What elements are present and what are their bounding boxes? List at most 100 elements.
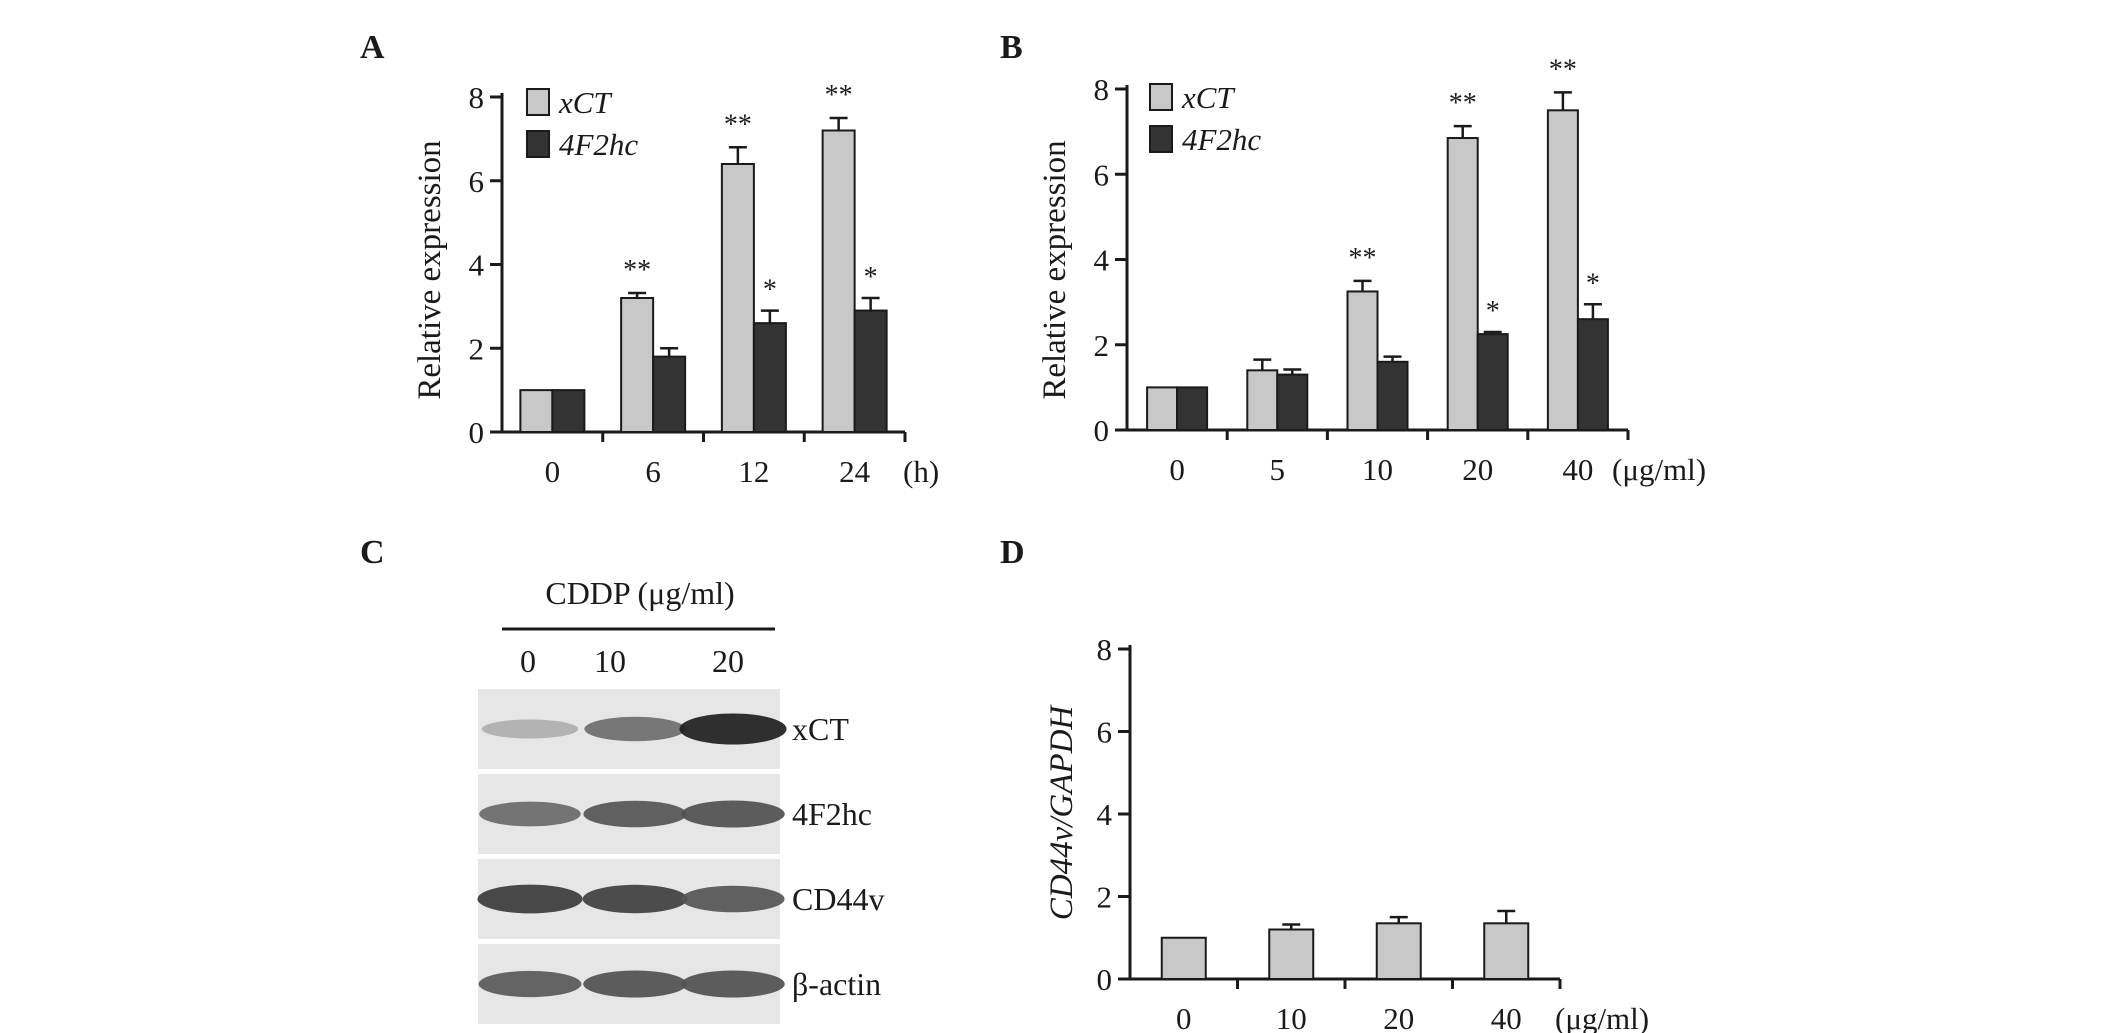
panel-b-y-tick-label: 2: [1094, 328, 1110, 363]
panel-b-y-tick-label: 4: [1094, 243, 1110, 278]
panel-a-significance-label: **: [724, 109, 752, 140]
panel-a-x-tick-label: 24: [839, 454, 871, 489]
blot-band-cd44v-lane-20: [681, 885, 785, 913]
panel-b-significance-label: *: [1486, 296, 1500, 327]
panel-d-bar-value-0: [1160, 936, 1207, 980]
panel-b-bar-xct-40: [1546, 109, 1579, 431]
blot-band-β-actin-lane-20: [681, 970, 785, 998]
blot-band-β-actin-lane-0: [478, 970, 582, 998]
panel-a-significance-label: *: [763, 275, 777, 306]
blot-row-label-β-actin: β-actin: [792, 966, 881, 1002]
blot-band-β-actin-lane-10: [583, 970, 687, 998]
panel-d-plot: 0 2 4 6 8 0 10 20 40 (μg/ml): [1097, 632, 1650, 1033]
panel-a-bar-xct-0: [519, 389, 554, 433]
panel-d-bar-value-20: [1375, 922, 1422, 980]
panel-a-bar-4f2hc-6: [652, 355, 687, 433]
blot-treatment-label: CDDP (μg/ml): [545, 575, 734, 611]
panel-b-legend-label-xct: xCT: [1181, 80, 1236, 115]
blot-band-xct-lane-20: [679, 713, 787, 745]
panel-d-x-tick-label: 20: [1383, 1001, 1414, 1033]
panel-b-x-tick-label: 10: [1362, 452, 1393, 487]
blot-lane-label-0: 0: [520, 643, 536, 679]
blot-row-label-4f2hc: 4F2hc: [792, 796, 872, 832]
panel-b-y-tick-label: 6: [1094, 157, 1110, 192]
panel-b-bar-4f2hc-0: [1176, 386, 1209, 431]
panel-b-y-tick-label: 8: [1094, 72, 1110, 107]
panel-b-significance-label: **: [1349, 243, 1377, 274]
panel-a-ylabel: Relative expression: [412, 140, 448, 399]
panel-d-y-tick-label: 8: [1097, 632, 1113, 667]
panel-d-y-tick-label: 6: [1097, 715, 1113, 750]
panel-d-letter: D: [1000, 534, 1025, 571]
panel-b-bar-xct-20: [1446, 137, 1479, 432]
panel-b-significance-label: **: [1549, 54, 1577, 85]
panel-a-bar-xct-24: [821, 129, 856, 433]
panel-a-legend-label-xct: xCT: [558, 85, 613, 120]
panel-b-significance-label: *: [1586, 268, 1600, 299]
panel-d-bar-value-10: [1268, 928, 1315, 980]
panel-d-x-unit: (μg/ml): [1555, 1001, 1649, 1033]
panel-a-significance-label: *: [864, 262, 878, 293]
panel-a-significance-label: **: [623, 255, 651, 286]
panel-a-x-tick-label: 0: [545, 454, 561, 489]
panel-b-letter: B: [1000, 29, 1023, 66]
panel-a-significance-label: **: [825, 80, 853, 111]
panel-a-y-tick-label: 4: [469, 248, 485, 283]
blot-row-label-cd44v: CD44v: [792, 881, 884, 917]
panel-d: D CD44v/GAPDH 0 2 4 6 8 0 10 20 40 (μg/ml): [1000, 534, 1649, 1033]
panel-b-legend-swatch-xct: [1149, 83, 1173, 111]
blot-band-4f2hc-lane-0: [479, 801, 581, 827]
panel-b-x-unit: (μg/ml): [1612, 452, 1706, 487]
blot-band-4f2hc-lane-10: [583, 800, 687, 828]
panel-a-x-unit: (h): [903, 454, 939, 489]
panel-d-bar-value-40: [1483, 922, 1530, 980]
panel-d-y-tick-label: 4: [1097, 797, 1113, 832]
panel-a-x-tick-label: 6: [645, 454, 661, 489]
panel-b-bar-4f2hc-20: [1476, 333, 1509, 431]
panel-a-bar-4f2hc-0: [551, 389, 586, 433]
blot-row-label-xct: xCT: [792, 711, 849, 747]
panel-d-x-tick-label: 10: [1276, 1001, 1307, 1033]
panel-b-legend-swatch-4f2hc: [1149, 125, 1173, 153]
panel-a-bar-xct-6: [620, 297, 655, 433]
panel-a-bar-4f2hc-12: [752, 322, 787, 433]
blot-band-xct-lane-0: [481, 719, 579, 739]
blot-lane-label-20: 20: [712, 643, 744, 679]
panel-b-legend-label-4f2hc: 4F2hc: [1182, 122, 1261, 157]
panel-a-legend-label-4f2hc: 4F2hc: [559, 127, 638, 162]
panel-b-x-tick-label: 0: [1169, 452, 1185, 487]
panel-d-y-tick-label: 2: [1097, 880, 1113, 915]
blot-band-4f2hc-lane-20: [681, 800, 785, 828]
blot-band-xct-lane-10: [584, 716, 686, 742]
panel-a-y-tick-label: 0: [469, 415, 485, 450]
panel-b-y-tick-label: 0: [1094, 413, 1110, 448]
panel-a-y-tick-label: 8: [469, 80, 485, 115]
panel-b-bar-4f2hc-40: [1576, 318, 1609, 431]
panel-b-bar-4f2hc-10: [1376, 360, 1409, 431]
panel-d-x-tick-label: 40: [1491, 1001, 1522, 1033]
panel-a-x-tick-label: 12: [738, 454, 769, 489]
panel-a-y-tick-label: 6: [469, 164, 485, 199]
panel-c-letter: C: [360, 534, 385, 571]
panel-b-x-tick-label: 20: [1462, 452, 1493, 487]
panel-b-significance-label: **: [1449, 88, 1477, 119]
panel-b-bar-xct-10: [1346, 290, 1379, 431]
panel-d-ylabel: CD44v/GAPDH: [1044, 704, 1080, 921]
panel-b-x-tick-label: 40: [1562, 452, 1593, 487]
panel-a-y-tick-label: 2: [469, 331, 485, 366]
blot-band-cd44v-lane-10: [582, 884, 688, 914]
panel-b-x-tick-label: 5: [1270, 452, 1286, 487]
panel-b-ylabel: Relative expression: [1037, 140, 1073, 399]
panel-a-legend-swatch-xct: [526, 88, 550, 116]
blot-band-cd44v-lane-0: [477, 884, 583, 914]
blot-lane-label-10: 10: [594, 643, 626, 679]
panel-a-legend-swatch-4f2hc: [526, 130, 550, 158]
panel-a-letter: A: [360, 29, 385, 66]
panel-c: C CDDP (μg/ml) 0 10 20 xCT 4F2hc CD44v β-actin: [360, 534, 884, 1024]
panel-b-bar-4f2hc-5: [1276, 373, 1309, 431]
